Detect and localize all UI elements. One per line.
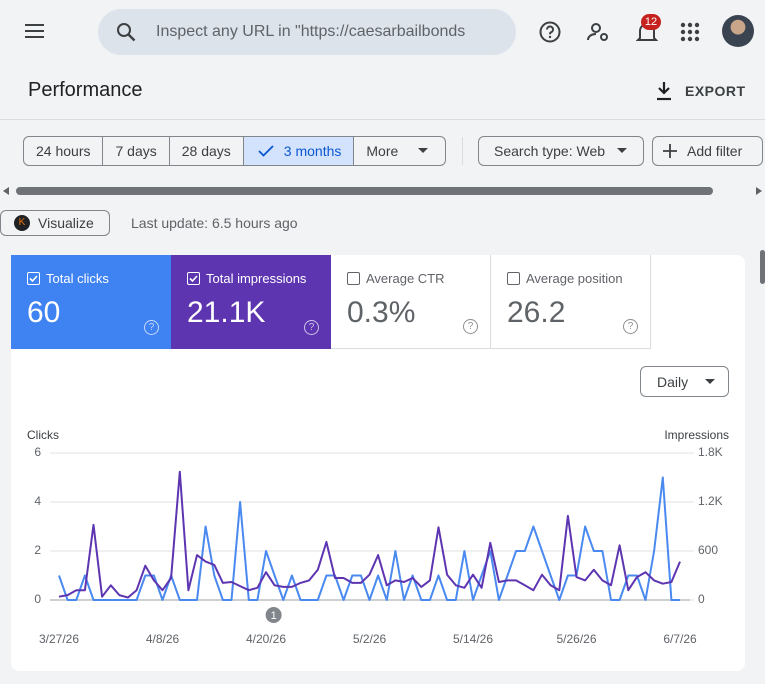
granularity-label: Daily (657, 373, 689, 390)
metric-value: 26.2 (507, 296, 566, 329)
x-tick-label: 5/2/26 (353, 632, 387, 646)
y-tick-label: 4 (34, 494, 41, 508)
range-option-selected[interactable]: 3 months (243, 137, 355, 165)
line-series (58, 476, 680, 601)
x-tick-label: 5/26/26 (556, 632, 596, 646)
avatar[interactable] (722, 15, 754, 47)
range-option[interactable]: 28 days (170, 137, 244, 165)
last-update: Last update: 6.5 hours ago (131, 215, 298, 231)
help-icon[interactable] (538, 20, 562, 44)
plus-icon (663, 144, 677, 158)
visualize-button[interactable]: K Visualize (0, 210, 110, 236)
export-icon (657, 82, 671, 101)
metric-value: 0.3% (347, 296, 416, 329)
metric-label: Total impressions (206, 271, 307, 286)
check-icon (29, 275, 38, 283)
metric-card[interactable]: Average position 26.2? (491, 255, 651, 349)
metric-label: Average position (526, 271, 623, 286)
x-tick-label: 5/14/26 (453, 632, 493, 646)
annotation-marker (265, 607, 282, 623)
y2-tick-label: 600 (698, 543, 718, 557)
help-icon[interactable]: ? (144, 320, 159, 335)
check-icon (258, 145, 274, 157)
search-box[interactable]: Inspect any URL in "https://caesarbailbo… (98, 9, 516, 55)
metric-card[interactable]: Total clicks 60? (11, 255, 171, 349)
checkbox[interactable] (347, 272, 360, 285)
range-option[interactable]: 7 days (103, 137, 170, 165)
vertical-scrollbar[interactable] (760, 250, 765, 284)
metric-value: 60 (27, 296, 61, 329)
annotation-label: 1 (271, 610, 277, 622)
x-tick-label: 6/7/26 (663, 632, 697, 646)
y2-tick-label: 0 (698, 592, 705, 606)
range-group: 24 hours 7 days 28 days 3 months More (23, 136, 446, 166)
help-icon[interactable]: ? (304, 320, 319, 335)
metric-label-row: Total impressions (187, 271, 315, 286)
y2-tick-label: 1.8K (698, 445, 723, 459)
checkbox-checked[interactable] (187, 272, 200, 285)
search-placeholder: Inspect any URL in "https://caesarbailbo… (156, 23, 466, 40)
x-tick-label: 3/27/26 (39, 632, 79, 646)
checkbox[interactable] (507, 272, 520, 285)
metric-card[interactable]: Total impressions 21.1K? (171, 255, 331, 349)
search-icon (117, 23, 136, 42)
metric-label-row: Average position (507, 271, 634, 286)
y-tick-label: 0 (34, 592, 41, 606)
granularity-dropdown[interactable]: Daily (640, 366, 729, 397)
export-button[interactable]: EXPORT (685, 83, 746, 99)
x-tick-label: 4/20/26 (246, 632, 286, 646)
dropdown-arrow (418, 148, 429, 153)
metric-label-row: Average CTR (347, 271, 474, 286)
x-tick-label: 4/8/26 (146, 632, 180, 646)
metric-label: Average CTR (366, 271, 445, 286)
users-settings-icon[interactable] (586, 20, 610, 44)
divider (0, 119, 765, 120)
metric-label-row: Total clicks (27, 271, 155, 286)
help-icon[interactable]: ? (463, 319, 478, 334)
y2-tick-label: 1.2K (698, 494, 723, 508)
y-tick-label: 2 (34, 543, 41, 557)
y-tick-label: 6 (34, 445, 41, 459)
add-filter-button[interactable]: Add filter (652, 136, 763, 166)
menu-icon[interactable] (24, 22, 46, 40)
metric-card[interactable]: Average CTR 0.3%? (331, 255, 491, 349)
y2-axis-title: Impressions (664, 428, 729, 442)
notification-badge: 12 (641, 14, 661, 30)
check-icon (189, 275, 198, 283)
divider (462, 137, 463, 165)
y-axis-title: Clicks (27, 428, 59, 442)
range-option[interactable]: 24 hours (24, 137, 104, 165)
help-icon[interactable]: ? (623, 319, 638, 334)
range-label: More (366, 143, 399, 159)
line-series (58, 470, 681, 599)
search-type-button[interactable]: Search type: Web (478, 136, 644, 166)
search-type-label: Search type: Web (494, 143, 606, 159)
dropdown-arrow (617, 148, 628, 153)
range-label: 3 months (283, 143, 342, 159)
visualize-label: Visualize (38, 215, 94, 231)
apps-icon[interactable] (680, 22, 700, 42)
checkbox-checked[interactable] (27, 272, 40, 285)
dropdown-arrow (705, 378, 716, 384)
metric-value: 21.1K (187, 296, 266, 329)
page-title: Performance (28, 79, 143, 101)
range-more[interactable]: More (354, 137, 445, 165)
extension-icon: K (14, 215, 30, 231)
horizontal-scrollbar[interactable] (0, 184, 765, 198)
add-filter-label: Add filter (687, 143, 743, 159)
metric-label: Total clicks (46, 271, 109, 286)
